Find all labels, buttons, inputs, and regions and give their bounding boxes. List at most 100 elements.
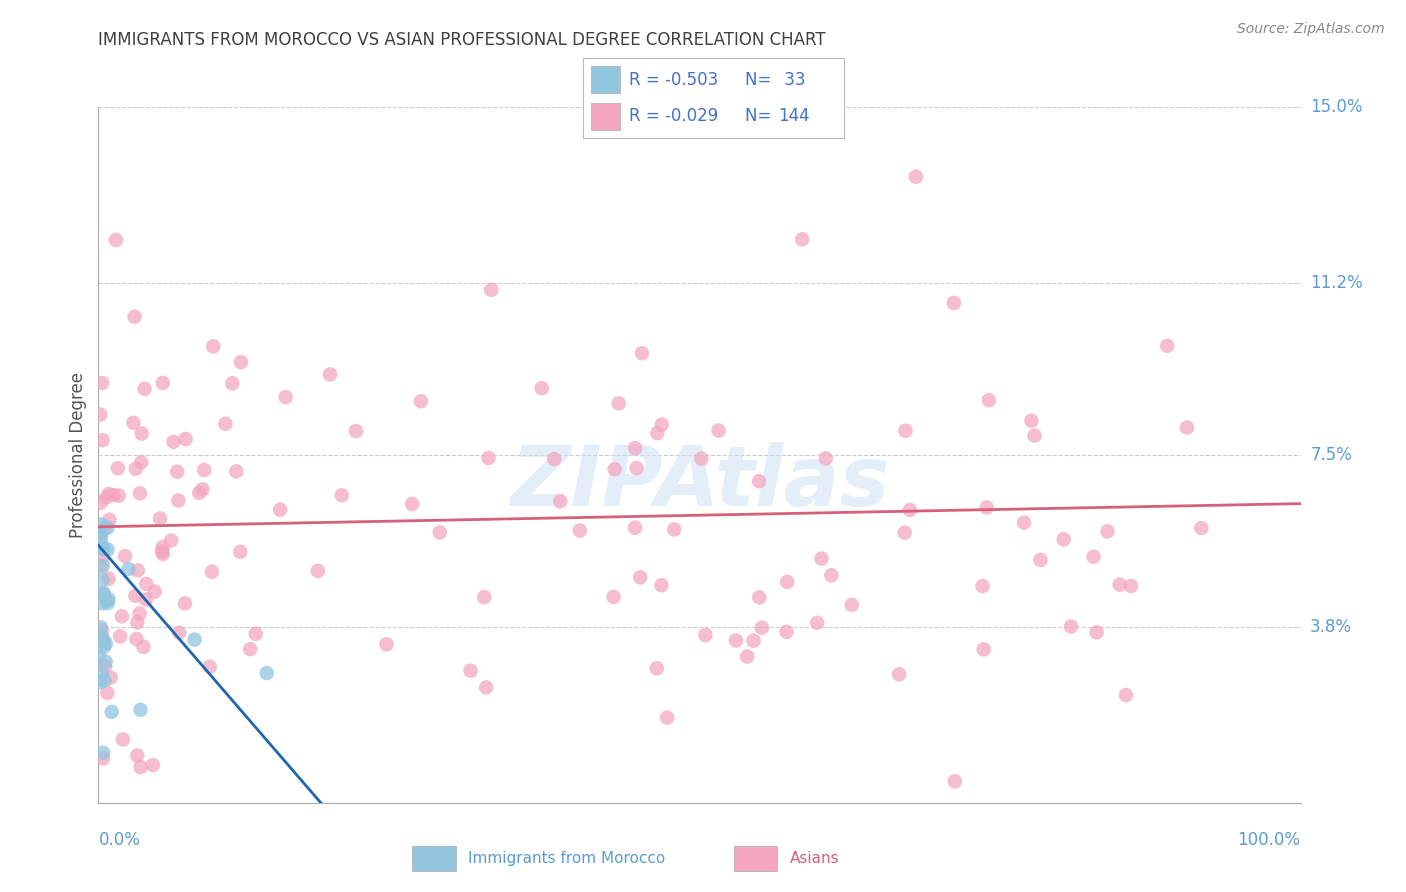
Text: 7.5%: 7.5% — [1310, 446, 1353, 464]
Point — [429, 525, 451, 540]
Point — [479, 283, 502, 297]
Point — [111, 732, 134, 747]
Point — [152, 540, 174, 554]
Point — [90, 558, 112, 573]
Point — [742, 633, 765, 648]
Point — [91, 634, 114, 648]
Point — [631, 346, 654, 360]
Point — [93, 542, 115, 557]
Point — [201, 565, 224, 579]
Point — [135, 577, 157, 591]
Point — [942, 296, 965, 310]
Point — [103, 488, 125, 502]
Point — [775, 624, 797, 639]
Point — [128, 607, 150, 621]
Point — [131, 426, 153, 441]
Point — [898, 503, 921, 517]
Point — [1189, 521, 1212, 535]
Point — [477, 450, 499, 465]
Point — [319, 368, 342, 382]
Point — [972, 579, 994, 593]
Point — [160, 533, 183, 548]
Point — [93, 586, 115, 600]
Point — [973, 642, 995, 657]
Text: Immigrants from Morocco: Immigrants from Morocco — [468, 851, 665, 866]
Point — [127, 564, 149, 578]
Text: 144: 144 — [779, 107, 810, 125]
Text: 0.0%: 0.0% — [98, 830, 141, 848]
Point — [90, 530, 112, 544]
Point — [460, 664, 482, 678]
Point — [690, 451, 713, 466]
Point — [603, 462, 626, 476]
Bar — [412, 847, 456, 871]
Point — [152, 376, 174, 390]
Point — [188, 486, 211, 500]
Point — [167, 625, 190, 640]
Point — [239, 642, 262, 657]
Point — [810, 551, 832, 566]
Point — [645, 661, 668, 675]
Point — [100, 671, 122, 685]
Point — [97, 542, 120, 557]
Point — [96, 594, 118, 608]
Point — [655, 711, 678, 725]
Point — [893, 525, 915, 540]
Point — [806, 615, 828, 630]
Point — [568, 524, 591, 538]
Point — [202, 339, 225, 353]
Point — [198, 659, 221, 673]
Point — [624, 521, 647, 535]
Point — [89, 675, 111, 690]
Point — [401, 497, 423, 511]
Point — [98, 513, 121, 527]
Point — [191, 483, 214, 497]
Point — [91, 558, 114, 573]
Text: N=: N= — [745, 70, 776, 88]
Point — [1060, 619, 1083, 633]
Point — [943, 774, 966, 789]
Point — [162, 434, 184, 449]
Point — [96, 521, 118, 535]
Point — [97, 596, 120, 610]
Point — [1053, 533, 1076, 547]
Point — [1012, 516, 1035, 530]
Point — [724, 633, 747, 648]
Point — [1024, 428, 1046, 442]
Point — [125, 632, 148, 646]
Text: Source: ZipAtlas.com: Source: ZipAtlas.com — [1237, 22, 1385, 37]
Point — [97, 591, 120, 606]
Point — [841, 598, 863, 612]
Point — [256, 665, 278, 680]
Point — [1029, 553, 1052, 567]
Point — [150, 544, 173, 558]
Text: N=: N= — [745, 107, 776, 125]
Point — [97, 572, 120, 586]
Point — [274, 390, 297, 404]
Point — [307, 564, 329, 578]
Point — [97, 487, 120, 501]
Point — [792, 232, 814, 246]
Point — [167, 493, 190, 508]
Point — [91, 573, 114, 587]
Point — [607, 396, 630, 410]
Point — [626, 461, 648, 475]
Point — [108, 629, 131, 643]
Point — [149, 511, 172, 525]
Point — [602, 590, 624, 604]
Point — [776, 574, 799, 589]
Point — [127, 615, 149, 630]
Point — [330, 488, 353, 502]
Point — [94, 659, 117, 673]
Point — [132, 640, 155, 654]
Point — [820, 568, 842, 582]
Text: 3.8%: 3.8% — [1310, 617, 1353, 635]
Point — [1097, 524, 1119, 539]
Point — [111, 609, 134, 624]
Point — [90, 517, 112, 532]
Point — [214, 417, 236, 431]
Point — [91, 433, 114, 447]
Point — [142, 758, 165, 772]
Point — [889, 667, 911, 681]
Point — [107, 461, 129, 475]
